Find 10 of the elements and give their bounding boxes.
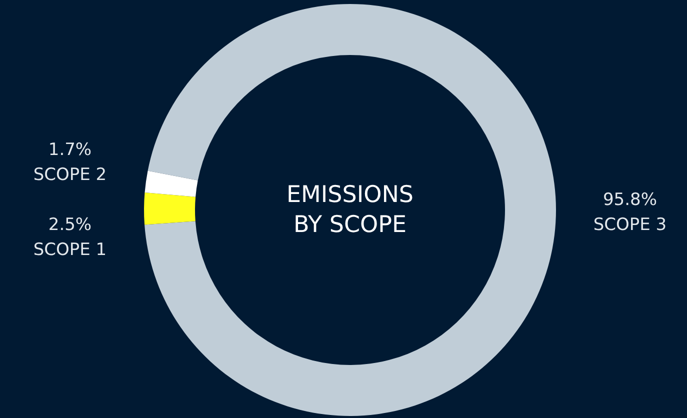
slice-label: SCOPE 2 — [33, 165, 107, 185]
donut-slice — [144, 170, 198, 197]
text: EMISSIONS BY SCOPE — [285, 181, 415, 240]
data-label: 2.5% — [48, 215, 92, 235]
data-label: 95.8% — [602, 190, 658, 210]
data-label: 1.7% — [48, 140, 92, 160]
slice-label: SCOPE 3 — [593, 215, 667, 235]
donut-slice — [144, 192, 196, 225]
slice-label: SCOPE 1 — [33, 240, 107, 260]
donut-slice — [144, 4, 556, 416]
